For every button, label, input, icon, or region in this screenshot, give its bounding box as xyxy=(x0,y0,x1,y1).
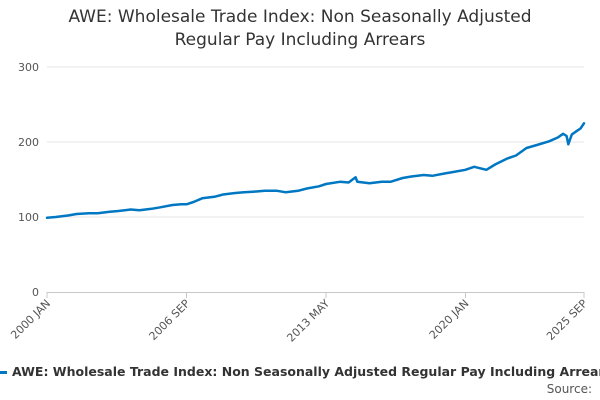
chart-title-line-1: AWE: Wholesale Trade Index: Non Seasonal… xyxy=(68,7,532,27)
gridlines xyxy=(47,66,584,218)
y-axis: 0 100 200 300 xyxy=(18,61,39,299)
y-tick-label-100: 100 xyxy=(18,211,39,224)
y-tick-label-0: 0 xyxy=(32,286,39,299)
x-tick-label-3: 2020 JAN xyxy=(427,297,472,342)
x-tick-label-1: 2006 SEP xyxy=(147,297,193,343)
chart-title-line-2: Regular Pay Including Arrears xyxy=(174,30,426,50)
x-tick-label-0: 2000 JAN xyxy=(8,297,53,342)
y-tick-label-200: 200 xyxy=(18,136,39,149)
series-line-0 xyxy=(45,122,586,220)
x-tick-label-4: 2025 SEP xyxy=(544,297,590,343)
x-tick-label-2: 2013 MAY xyxy=(284,297,332,345)
legend-series-label: AWE: Wholesale Trade Index: Non Seasonal… xyxy=(12,364,600,379)
chart-title: AWE: Wholesale Trade Index: Non Seasonal… xyxy=(0,6,600,52)
series-layer xyxy=(45,122,586,220)
legend-swatch xyxy=(0,371,7,374)
x-axis: 2000 JAN 2006 SEP 2013 MAY 2020 JAN 2025 SEP xyxy=(8,292,590,345)
source-label: Source: xyxy=(546,382,592,396)
legend[interactable]: AWE: Wholesale Trade Index: Non Seasonal… xyxy=(0,362,600,382)
y-tick-label-300: 300 xyxy=(18,61,39,74)
